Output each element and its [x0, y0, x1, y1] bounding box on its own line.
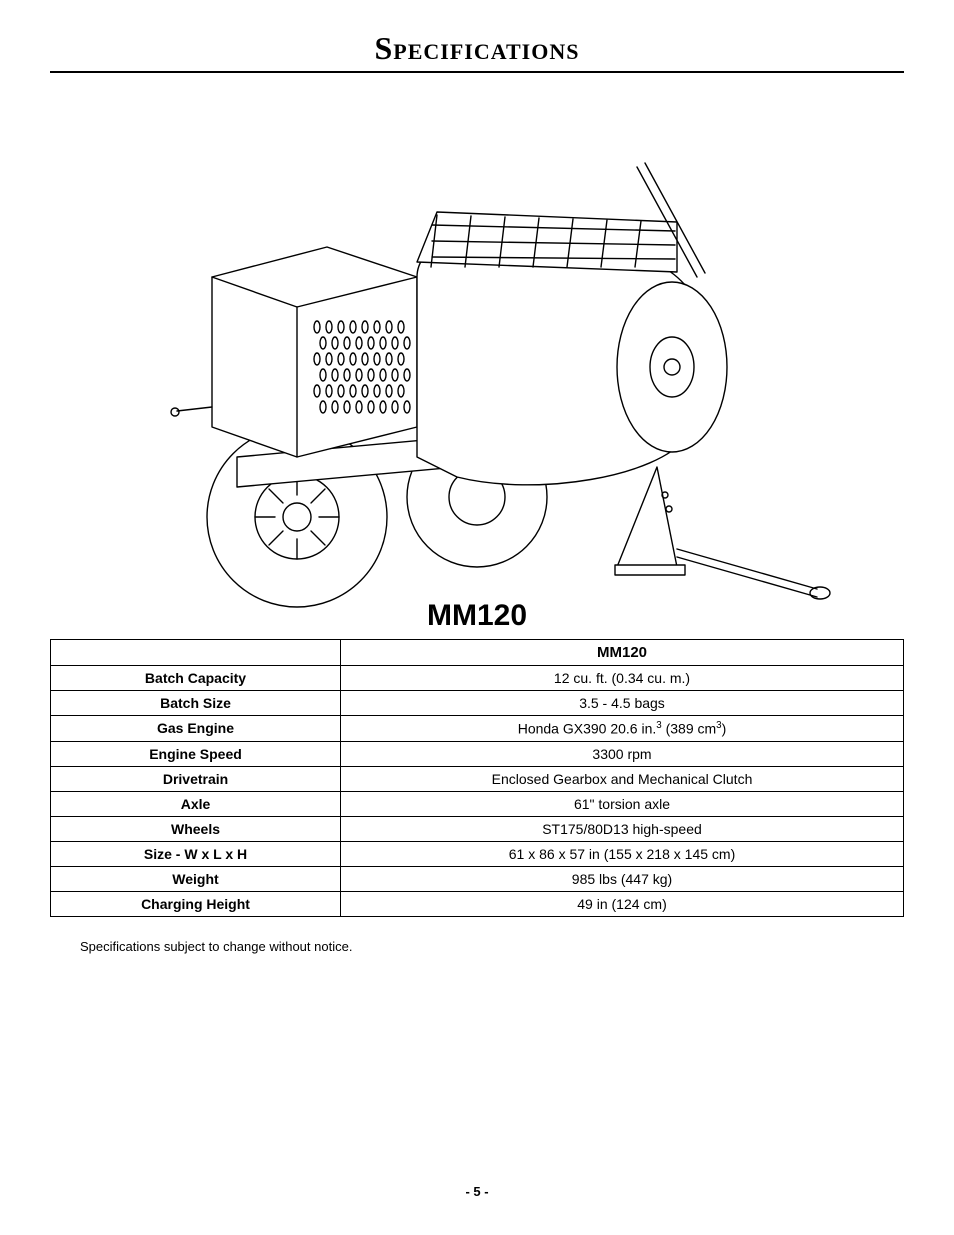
product-diagram: MM120: [50, 97, 904, 633]
table-row: Batch Size3.5 - 4.5 bags: [51, 691, 904, 716]
title-underline: [50, 71, 904, 73]
table-row: Weight985 lbs (447 kg): [51, 866, 904, 891]
page-title: Specifications: [50, 30, 904, 67]
footnote: Specifications subject to change without…: [80, 939, 904, 954]
spec-value: 61" torsion axle: [341, 791, 904, 816]
spec-value: 985 lbs (447 kg): [341, 866, 904, 891]
table-row: Charging Height49 in (124 cm): [51, 891, 904, 916]
spec-value: 3300 rpm: [341, 741, 904, 766]
spec-label: Gas Engine: [51, 716, 341, 742]
table-row: Axle61" torsion axle: [51, 791, 904, 816]
spec-label: Drivetrain: [51, 766, 341, 791]
spec-value: ST175/80D13 high-speed: [341, 816, 904, 841]
spec-label: Batch Size: [51, 691, 341, 716]
header-model: MM120: [341, 640, 904, 666]
spec-value: 61 x 86 x 57 in (155 x 218 x 145 cm): [341, 841, 904, 866]
spec-label: Axle: [51, 791, 341, 816]
mixer-line-drawing: [117, 97, 837, 617]
table-row: WheelsST175/80D13 high-speed: [51, 816, 904, 841]
spec-value: Enclosed Gearbox and Mechanical Clutch: [341, 766, 904, 791]
table-row: Gas EngineHonda GX390 20.6 in.3 (389 cm3…: [51, 716, 904, 742]
spec-label: Charging Height: [51, 891, 341, 916]
spec-label: Weight: [51, 866, 341, 891]
spec-value: Honda GX390 20.6 in.3 (389 cm3): [341, 716, 904, 742]
spec-label: Engine Speed: [51, 741, 341, 766]
header-blank: [51, 640, 341, 666]
table-row: Size - W x L x H61 x 86 x 57 in (155 x 2…: [51, 841, 904, 866]
spec-label: Size - W x L x H: [51, 841, 341, 866]
page-number: - 5 -: [50, 1184, 904, 1199]
spec-value: 49 in (124 cm): [341, 891, 904, 916]
spec-value: 12 cu. ft. (0.34 cu. m.): [341, 666, 904, 691]
table-row: Engine Speed3300 rpm: [51, 741, 904, 766]
spec-label: Wheels: [51, 816, 341, 841]
spec-value: 3.5 - 4.5 bags: [341, 691, 904, 716]
spec-table: MM120 Batch Capacity12 cu. ft. (0.34 cu.…: [50, 639, 904, 917]
table-row: DrivetrainEnclosed Gearbox and Mechanica…: [51, 766, 904, 791]
table-header-row: MM120: [51, 640, 904, 666]
table-row: Batch Capacity12 cu. ft. (0.34 cu. m.): [51, 666, 904, 691]
spec-label: Batch Capacity: [51, 666, 341, 691]
model-label: MM120: [50, 599, 904, 633]
